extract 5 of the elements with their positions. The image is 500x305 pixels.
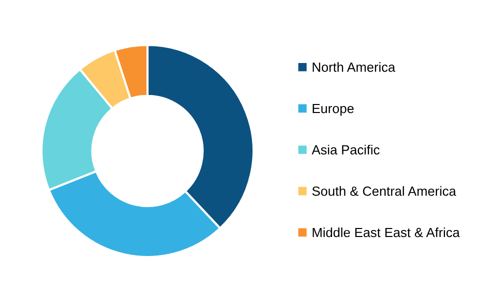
legend-label: Europe <box>312 104 354 116</box>
legend-label: South & Central America <box>312 186 456 196</box>
legend-label: North America <box>312 62 396 72</box>
legend-label: Middle East East & Africa <box>312 227 460 238</box>
legend-label: Asia Pacific <box>312 144 380 155</box>
